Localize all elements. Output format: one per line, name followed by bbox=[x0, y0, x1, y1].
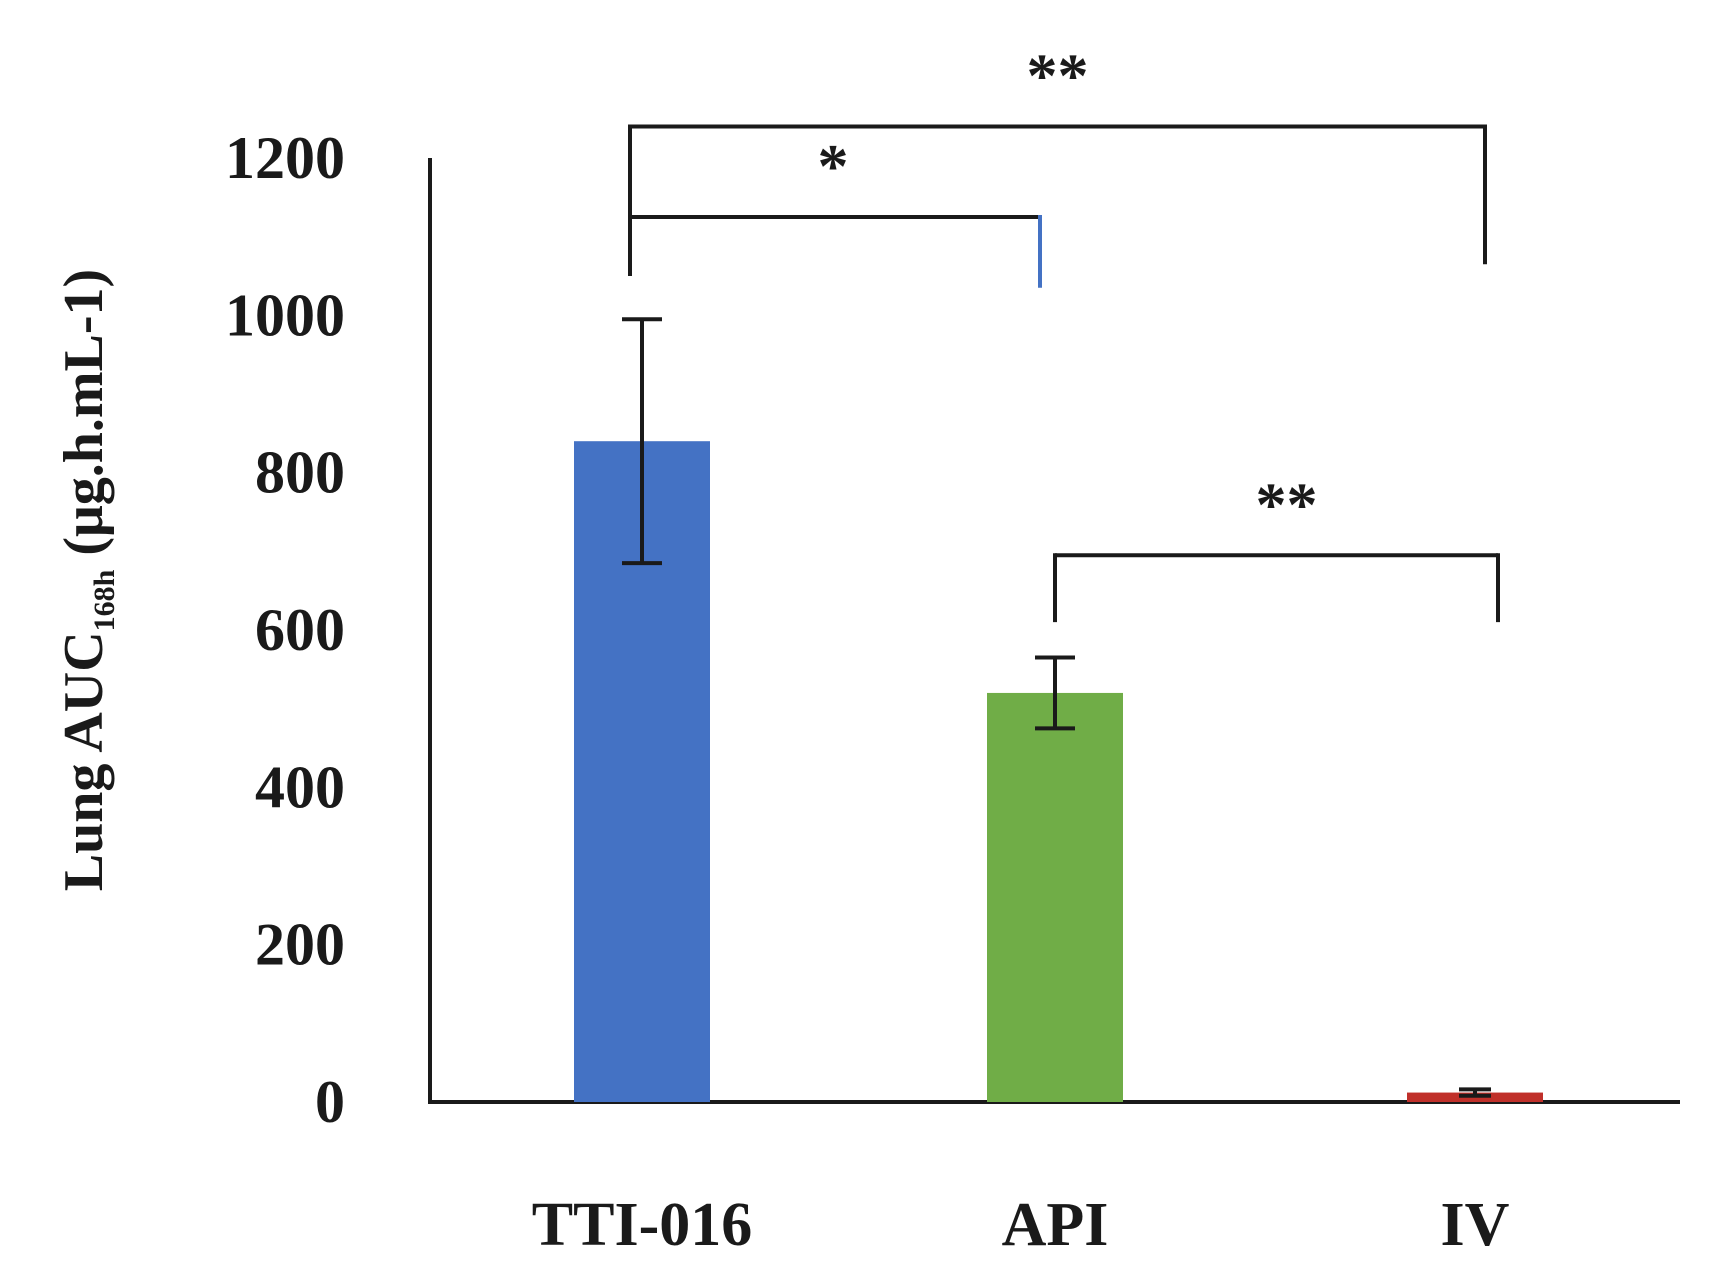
y-axis-title-prefix: Lung AUC bbox=[53, 631, 115, 891]
significance-brackets: ***** bbox=[628, 43, 1500, 623]
y-tick-label-200: 200 bbox=[255, 912, 345, 978]
y-tick-label-1000: 1000 bbox=[225, 282, 345, 348]
x-tick-label-iv: IV bbox=[1441, 1191, 1510, 1259]
error-bars bbox=[622, 317, 1491, 1098]
y-tick-label-400: 400 bbox=[255, 754, 345, 820]
y-axis-title-suffix: (μg.h.mL-1) bbox=[53, 269, 115, 570]
y-tick-label-0: 0 bbox=[315, 1069, 345, 1135]
y-axis-title-subscript: 168h bbox=[88, 569, 121, 631]
y-tick-label-600: 600 bbox=[255, 597, 345, 663]
sig-label-0: * bbox=[818, 133, 849, 201]
sig-label-2: ** bbox=[1256, 471, 1318, 539]
sig-label-1: ** bbox=[1027, 43, 1089, 111]
y-tick-label-800: 800 bbox=[255, 440, 345, 506]
y-tick-label-1200: 1200 bbox=[225, 125, 345, 191]
bar-api bbox=[987, 692, 1123, 1102]
x-tick-label-api: API bbox=[1002, 1191, 1109, 1259]
axes: 0 200 400 600 800 1000 1200 TTI-016 API IV bbox=[225, 125, 1680, 1259]
y-axis-title: Lung AUC168h (μg.h.mL-1) bbox=[53, 269, 121, 891]
bars bbox=[574, 441, 1543, 1102]
axis-labels: Lung AUC168h (μg.h.mL-1) bbox=[53, 269, 121, 891]
x-tick-label-tti-016: TTI-016 bbox=[532, 1191, 752, 1259]
